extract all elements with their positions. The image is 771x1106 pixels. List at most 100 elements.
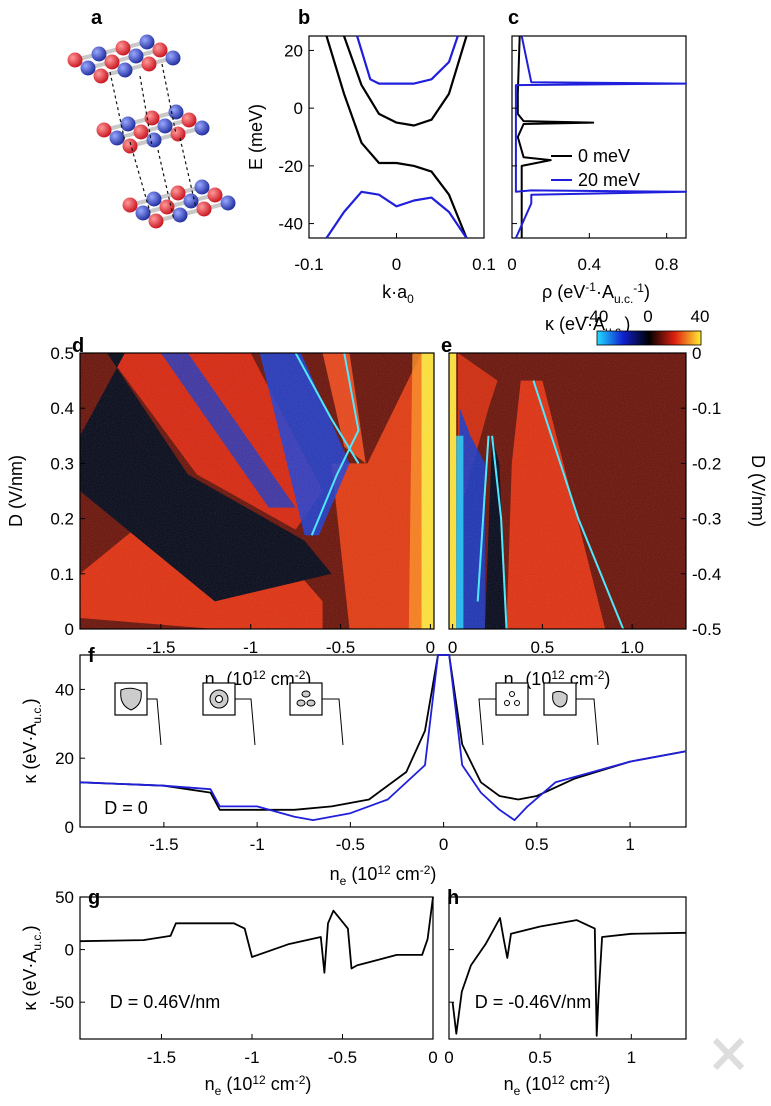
atom [168, 104, 184, 120]
atom [183, 193, 199, 209]
x-tick-label: -1 [243, 638, 258, 657]
x-tick-label: 0.5 [528, 1048, 552, 1067]
plot-frame [79, 896, 434, 1040]
band-structure-plot: -0.1 0 0.1 20 0 -20 -40 k·a0 E (meV) [246, 35, 496, 306]
colorbar: κ (eV·Au.c.) -40 0 40 [545, 307, 709, 346]
series-line [79, 896, 434, 974]
x-tick-label: 0 [439, 835, 448, 854]
fermi-pocket [552, 690, 568, 708]
y-axis-label: E (meV) [246, 104, 266, 170]
atom [146, 191, 162, 207]
plot-frame [79, 352, 435, 630]
x-tick-label: 0 [448, 638, 457, 657]
x-tick-label: 1.0 [620, 638, 644, 657]
atom [80, 60, 96, 76]
compressibility-plot-f: -1.5 -1 -0.5 0 0.5 1 0 20 40 D = 0 ne (1012 cm-2) κ… [20, 654, 687, 888]
y-tick-label: 0.5 [50, 344, 74, 363]
fermi-surface-inset [495, 682, 529, 716]
atom [194, 120, 210, 136]
atom [207, 187, 223, 203]
atom [144, 110, 160, 126]
x-axis-label: ne (1012 cm-2) [504, 1073, 611, 1098]
y-tick-label: -0.3 [692, 510, 721, 529]
atom [146, 132, 162, 148]
inset-3 [289, 682, 344, 746]
x-tick-label: -0.5 [336, 835, 365, 854]
x-tick-label: 0.4 [578, 255, 602, 274]
y-tick-label: 0 [692, 344, 701, 363]
x-tick-label: 0.5 [531, 638, 555, 657]
cyan-feature-line [476, 435, 490, 602]
annotation: D = 0 [104, 798, 148, 818]
atom [135, 205, 151, 221]
inset-pointer-line [235, 698, 256, 746]
plot-frame [448, 352, 687, 630]
y-tick-label: 0.2 [50, 510, 74, 529]
cyan-feature-line [310, 353, 360, 536]
panel-label-f: f [88, 645, 95, 667]
heatmap-noise [80, 353, 434, 629]
legend-label: 20 meV [578, 170, 640, 190]
x-tick-label: -1 [244, 1048, 259, 1067]
y-tick-label: 50 [55, 888, 74, 907]
crystal-lattice-illustration [67, 34, 236, 229]
y-axis-label: D (V/nm) [6, 455, 26, 527]
panel-label-c: c [508, 7, 519, 29]
fermi-pocket [120, 687, 142, 711]
fermi-surface-inset [289, 682, 323, 716]
panel-label-h: h [447, 887, 459, 909]
series-line [79, 654, 687, 821]
annotation: D = -0.46V/nm [475, 992, 592, 1012]
atom [170, 126, 186, 142]
colorbar-tick: -40 [584, 307, 609, 326]
atom [181, 112, 197, 128]
colorbar-tick: 0 [643, 307, 652, 326]
annotation: D = 0.46V/nm [110, 992, 221, 1012]
plot-frame [511, 35, 687, 239]
fermi-pocket [509, 691, 515, 697]
atom [165, 50, 181, 66]
heatmap-layers [449, 353, 686, 629]
heatmap-e: 00.51.00-0.1-0.2-0.3-0.4-0.5ne (1012 cm-… [448, 344, 768, 693]
x-tick-label: -0.5 [328, 1048, 357, 1067]
inset-pointer-line [147, 698, 162, 746]
x-tick-label: -1 [250, 835, 265, 854]
x-axis-label: k·a0 [382, 282, 414, 306]
inset-pointer-line [322, 698, 344, 746]
atom [133, 124, 149, 140]
atom [196, 201, 212, 217]
inset-4 [478, 682, 529, 746]
legend-label: 0 meV [578, 146, 630, 166]
x-tick-label: 0 [444, 1048, 453, 1067]
x-tick-label: 0.1 [472, 255, 496, 274]
y-tick-label: 40 [55, 680, 74, 699]
y-tick-label: 20 [284, 41, 303, 60]
compressibility-plot-h: 0 0.5 1 D = -0.46V/nm ne (1012 cm-2) [444, 896, 687, 1098]
atom [122, 138, 138, 154]
inset-pointer-line [576, 698, 599, 746]
atom [172, 207, 188, 223]
inset-2 [202, 682, 256, 746]
density-of-states-plot: 0 0.4 0.8 0 meV 20 meV ρ (eV-1·Au.c.-1) [507, 35, 687, 306]
y-tick-label: 0.3 [50, 454, 74, 473]
y-tick-label: -0.2 [692, 454, 721, 473]
series-line [325, 35, 468, 239]
series-line [514, 35, 687, 239]
atom [93, 68, 109, 84]
plot-frame [448, 896, 687, 1040]
inset-1 [114, 682, 162, 746]
series-line [516, 35, 595, 238]
y-tick-label: 0 [65, 941, 74, 960]
fermi-pocket [306, 699, 316, 707]
x-tick-label: 0.5 [525, 835, 549, 854]
y-tick-label: 0.1 [50, 565, 74, 584]
x-tick-label: 0 [392, 255, 401, 274]
y-tick-label: -0.1 [692, 399, 721, 418]
y-axis-label: D (V/nm) [748, 455, 768, 527]
fermi-pocket [301, 690, 311, 698]
x-tick-label: -1.5 [149, 835, 178, 854]
heatmap-layers [80, 353, 434, 629]
atom [170, 185, 186, 201]
x-tick-label: -1.5 [146, 638, 175, 657]
